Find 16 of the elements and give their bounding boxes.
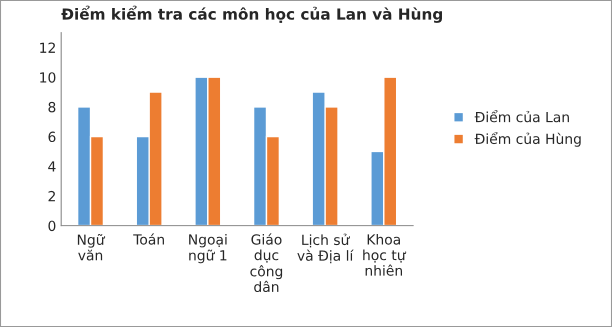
chart-title: Điểm kiểm tra các môn học của Lan và Hùng bbox=[61, 6, 442, 23]
y-tick-label: 2 bbox=[48, 190, 55, 202]
y-tick-label: 8 bbox=[48, 102, 56, 112]
x-tick-label: Ngữ văn bbox=[78, 234, 106, 261]
x-tick-label: Toán bbox=[133, 233, 164, 245]
y-tick-label: 0 bbox=[48, 220, 56, 232]
x-tick-label: Giáo dục công dân bbox=[250, 233, 282, 292]
y-tick-label: 12 bbox=[40, 42, 55, 53]
x-tick-label: Khoa học tự nhiên bbox=[363, 234, 406, 276]
y-tick-label: 6 bbox=[48, 132, 56, 142]
x-tick-label: Ngoại ngữ 1 bbox=[189, 234, 227, 264]
y-tick-label: 4 bbox=[48, 161, 56, 172]
legend-label: Điểm của Lan bbox=[474, 110, 569, 122]
legend-label: Điểm của Hùng bbox=[474, 132, 581, 147]
x-tick-label: Lịch sử và Địa lí bbox=[297, 234, 354, 264]
y-tick-label: 10 bbox=[40, 72, 56, 83]
